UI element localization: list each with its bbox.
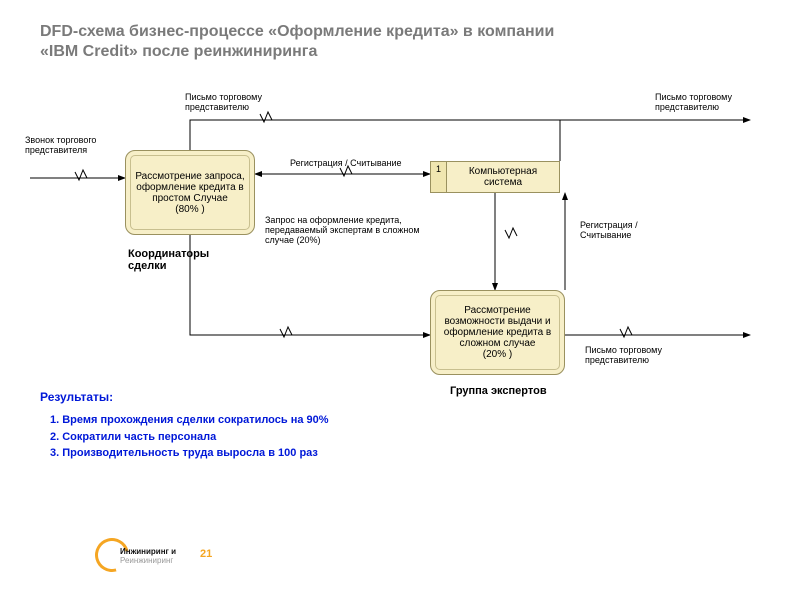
results-item: 3. Производительность труда выросла в 10… [50, 445, 329, 462]
label-l-reg2: Регистрация / Считывание [580, 220, 670, 240]
results-heading: Результаты: [40, 390, 113, 404]
footer-line1: Инжиниринг и [120, 547, 176, 556]
results-item: 2. Сократили часть персонала [50, 429, 329, 446]
process-p2: Рассмотрение возможности выдачи и оформл… [430, 290, 565, 375]
label-l-top2: Письмо торговому представителю [655, 92, 750, 112]
page-number: 21 [200, 548, 212, 560]
footer-line2: Реинжиниринг [120, 556, 173, 565]
results-list: 1. Время прохождения сделки сократилось … [50, 412, 329, 462]
process-p1: Рассмотрение запроса, оформление кредита… [125, 150, 255, 235]
datastore-d1: 1Компьютерная система [430, 161, 560, 193]
label-l-in: Звонок торгового представителя [25, 135, 105, 155]
label-l-out3: Письмо торговому представителю [585, 345, 695, 365]
label-l-coord: Координаторы сделки [128, 248, 248, 272]
slide-title: DFD-схема бизнес-процессе «Оформление кр… [40, 22, 560, 62]
dfd-diagram: Рассмотрение запроса, оформление кредита… [30, 90, 760, 430]
label-l-top1: Письмо торговому представителю [185, 92, 305, 112]
footer-brand: Инжиниринг и Реинжиниринг [120, 548, 176, 566]
label-l-group: Группа экспертов [450, 385, 550, 397]
label-l-zapros: Запрос на оформление кредита, передаваем… [265, 215, 425, 245]
label-l-reg1: Регистрация / Считывание [290, 158, 420, 168]
results-item: 1. Время прохождения сделки сократилось … [50, 412, 329, 429]
